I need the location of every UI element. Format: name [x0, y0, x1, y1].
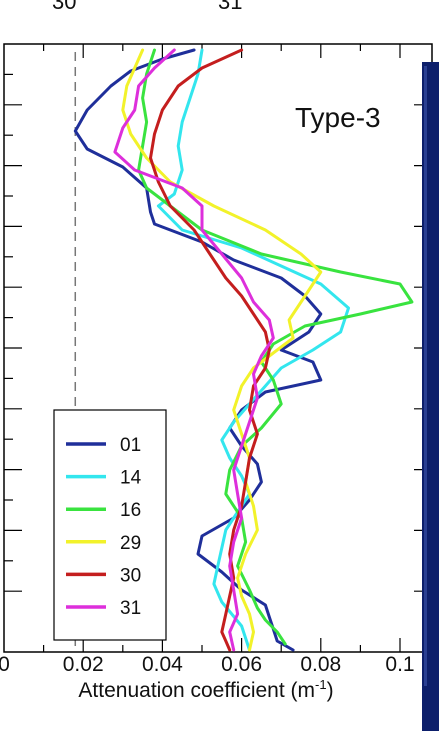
top-partial-label-2: 31: [218, 0, 242, 14]
x-axis-label: Attenuation coefficient (m-1): [78, 677, 333, 702]
top-partial-label-1: 30: [52, 0, 76, 14]
series-line-14: [156, 48, 350, 652]
x-tick-label: 0.1: [385, 653, 414, 676]
series-layer: [73, 48, 414, 652]
series-line-01: [73, 48, 323, 652]
x-axis-label-main: Attenuation coefficient (m: [78, 679, 315, 702]
series-line-29: [121, 48, 323, 652]
legend-box: [53, 409, 167, 641]
x-axis-label-sup: -1: [315, 677, 327, 692]
legend-label-14: 14: [120, 468, 142, 489]
x-tick-labels: 0 0.02 0.04 0.06 0.08 0.1: [0, 653, 415, 676]
series-line-30: [149, 48, 271, 652]
legend-label-01: 01: [120, 435, 141, 456]
x-tick-label: 0.02: [63, 653, 104, 676]
type-annotation: Type-3: [295, 102, 381, 133]
legend-label-16: 16: [120, 500, 141, 521]
x-axis-label-end: ): [327, 679, 334, 702]
series-line-31: [113, 48, 275, 652]
legend-label-30: 30: [120, 565, 141, 586]
x-tick-label: 0: [0, 653, 10, 676]
x-tick-label: 0.08: [300, 653, 341, 676]
x-tick-label: 0.06: [221, 653, 262, 676]
legend: 01 14 16 29 30 31: [53, 409, 167, 641]
x-tick-label: 0.04: [142, 653, 183, 676]
legend-label-29: 29: [120, 533, 141, 554]
legend-label-31: 31: [120, 598, 141, 619]
right-dark-panel-highlight: [424, 66, 427, 686]
